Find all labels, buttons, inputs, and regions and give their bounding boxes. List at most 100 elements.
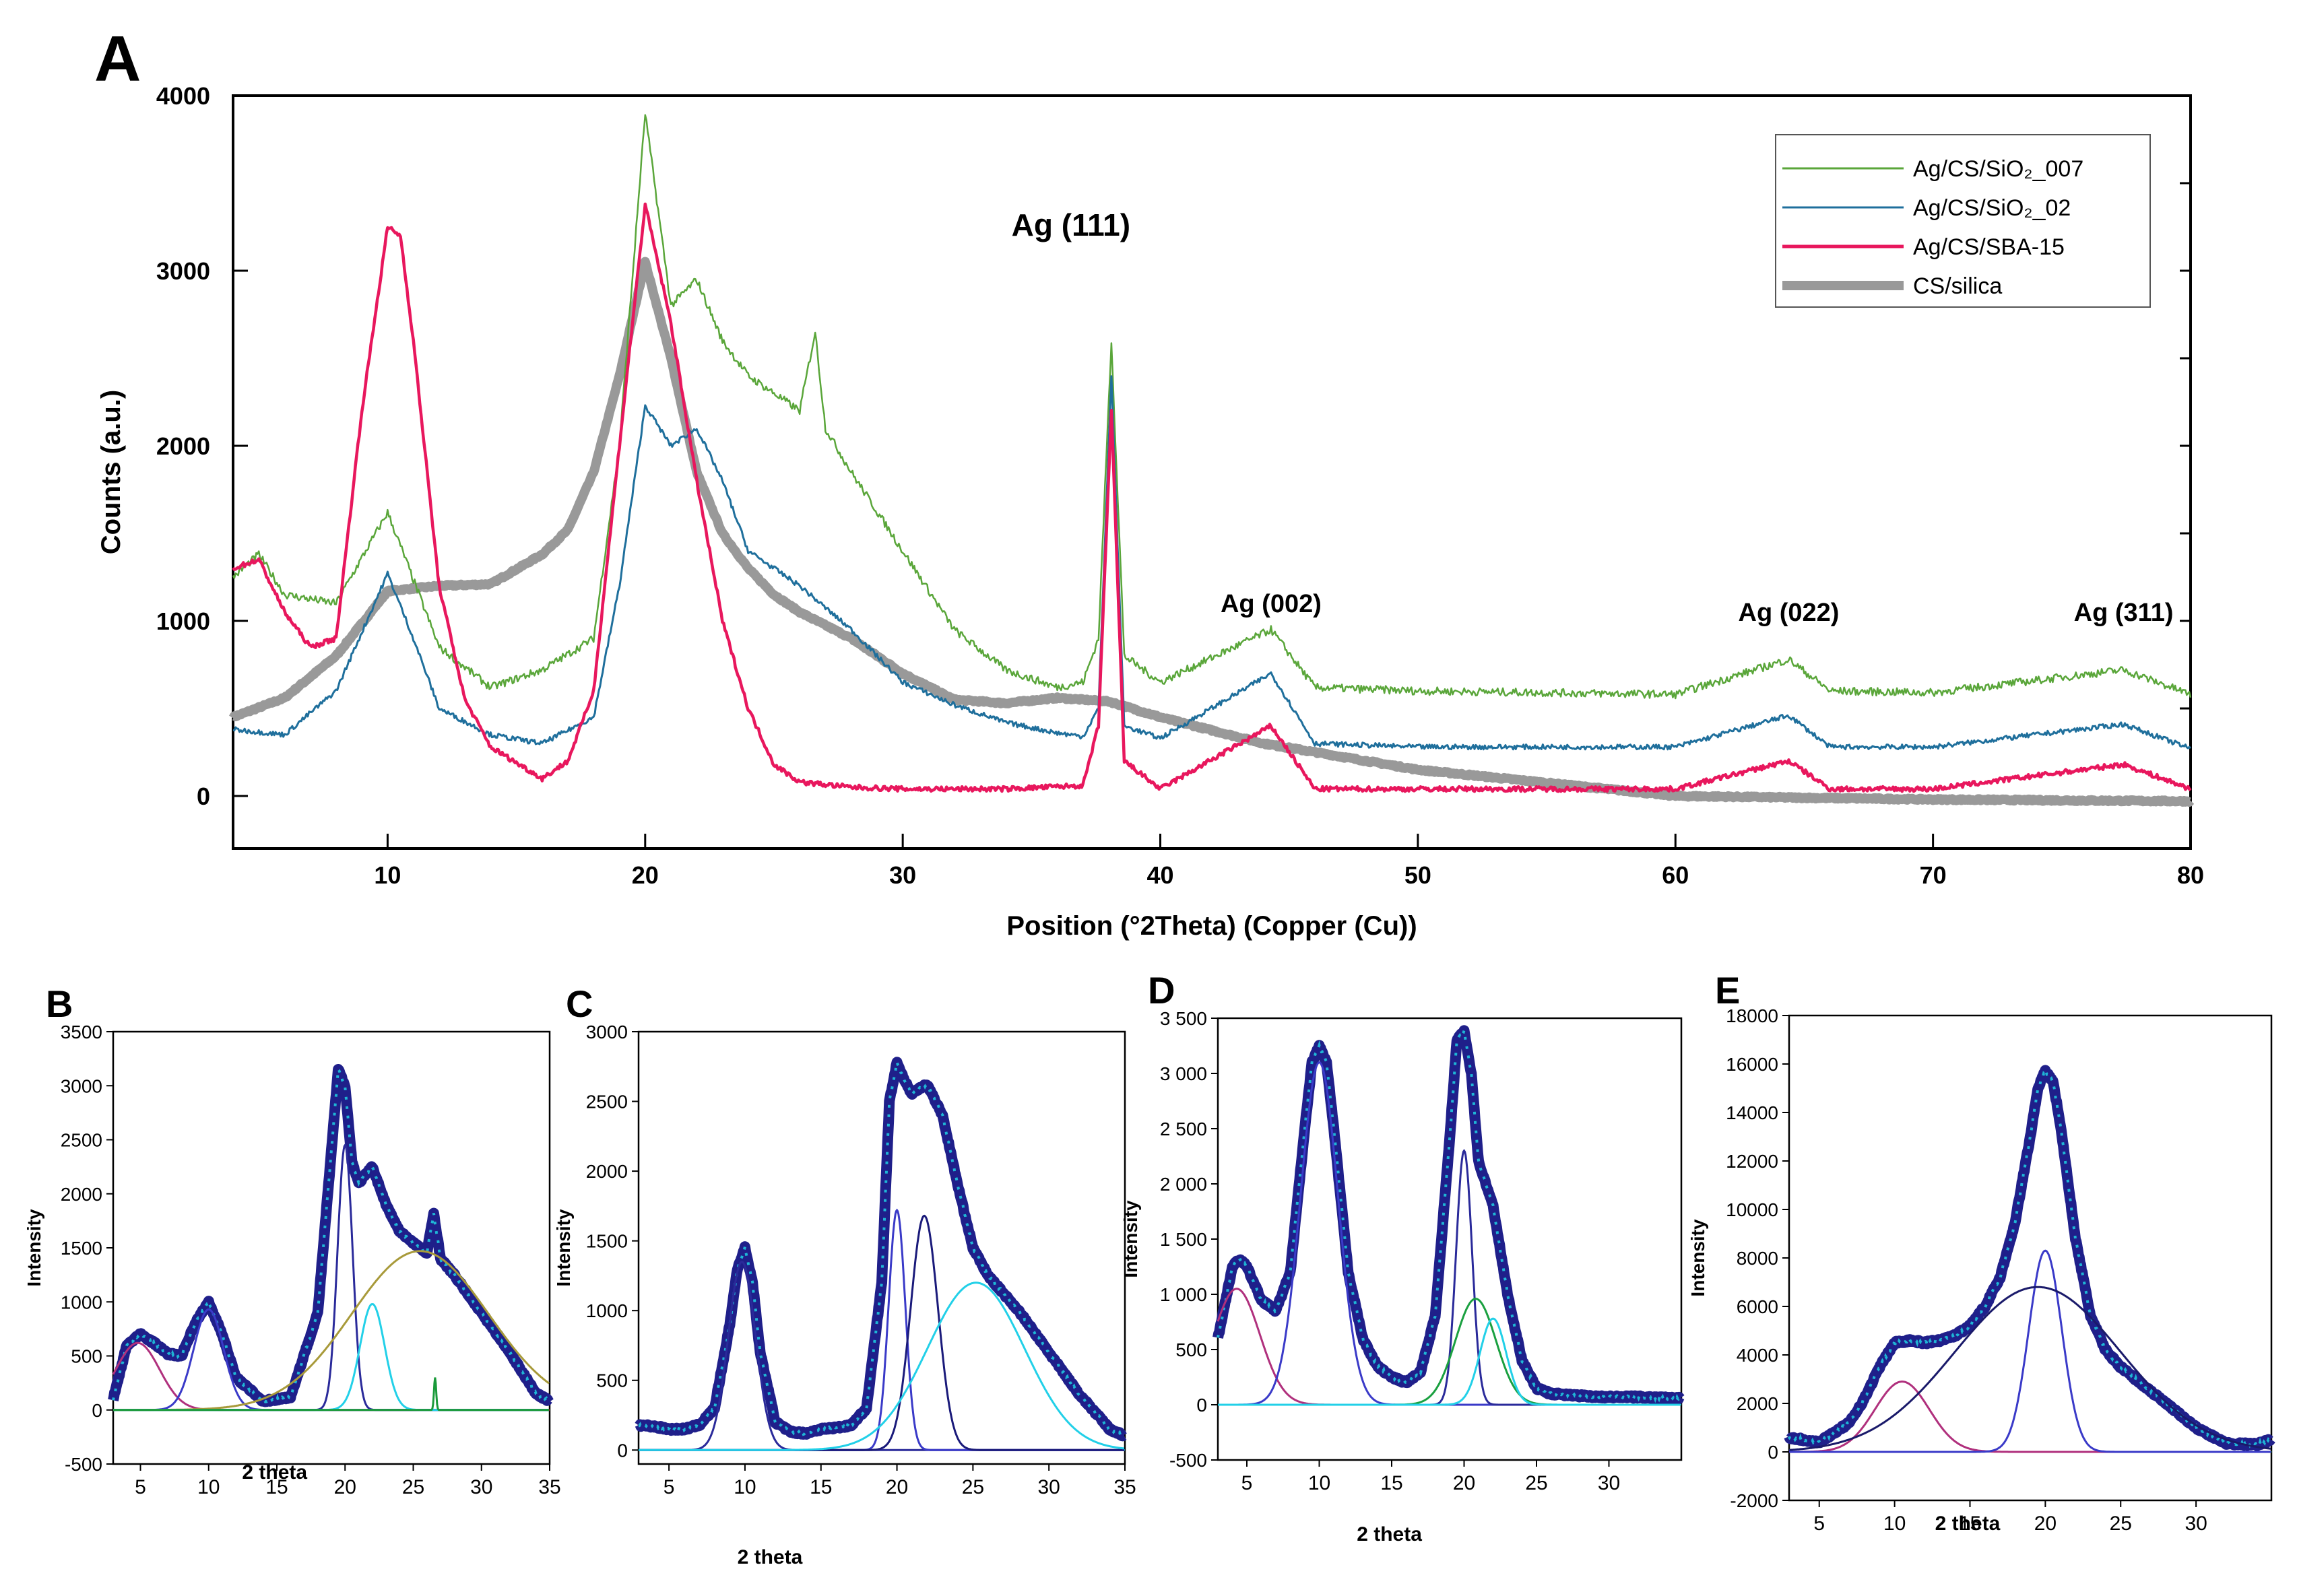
y-tick-label: 0: [92, 1400, 102, 1421]
y-tick-label: -500: [65, 1454, 102, 1475]
fit-component: [113, 1250, 550, 1411]
measured-pattern-highlight: [638, 1057, 1125, 1438]
panel-b-letter: B: [46, 983, 73, 1025]
x-tick-label: 25: [2110, 1512, 2132, 1535]
panel-a-x-tick-label: 20: [632, 861, 659, 889]
y-tick-label: 1500: [61, 1238, 102, 1259]
x-tick-label: 25: [402, 1476, 424, 1498]
y-tick-label: -2000: [1730, 1490, 1778, 1511]
x-tick-label: 5: [1813, 1512, 1825, 1535]
panel-frame: [637, 1030, 1126, 1465]
panel-a-series-line: [232, 202, 2192, 793]
panel-a-legend: Ag/CS/SiO₂_007 Ag/CS/SiO₂_02 Ag/CS/SBA-15 C…: [1775, 134, 2151, 308]
fit-component: [113, 1377, 549, 1411]
measured-pattern: [1784, 1065, 2275, 1451]
x-axis-label: 2 theta: [242, 1461, 307, 1484]
y-tick-label: 0: [1196, 1395, 1207, 1416]
y-tick-label: 1 000: [1160, 1284, 1207, 1305]
panel-e: E 5 10 15 20 25 30 -2000 0 2000 4000 6000 8000 10000…: [1687, 969, 2275, 1535]
fit-component: [639, 1282, 1125, 1451]
panel-a-x-tick-label: 50: [1404, 861, 1431, 889]
x-tick-label: 20: [886, 1476, 908, 1498]
legend-box: [1775, 134, 2151, 308]
x-tick-label: 30: [470, 1476, 492, 1498]
x-tick-label: 5: [1241, 1472, 1253, 1494]
x-tick-label: 30: [1598, 1472, 1620, 1494]
y-tick-label: 0: [617, 1440, 628, 1461]
panel-c-letter: C: [566, 983, 593, 1025]
x-tick-label: 20: [1453, 1472, 1475, 1494]
x-axis-label: 2 theta: [738, 1546, 803, 1568]
y-tick-label: 3 500: [1160, 1008, 1207, 1029]
panel-a-x-tick-label: 40: [1147, 861, 1174, 889]
panel-a-y-axis-label: Counts (a.u.): [96, 390, 126, 554]
panel-a: A 10 20 30 40 50 60 70 80 0 1000 2000 3000 4000 Ag (…: [94, 23, 2204, 941]
x-tick-label: 35: [1113, 1476, 1136, 1498]
x-tick-label: 25: [1525, 1472, 1547, 1494]
x-tick-label: 10: [734, 1476, 756, 1498]
panel-a-x-tick-label: 60: [1662, 861, 1689, 889]
x-tick-label: 15: [810, 1476, 832, 1498]
x-tick-label: 15: [265, 1476, 288, 1498]
panel-d-letter: D: [1148, 969, 1175, 1011]
measured-pattern: [634, 1057, 1129, 1442]
y-tick-label: 2500: [586, 1092, 628, 1112]
x-tick-label: 20: [2034, 1512, 2057, 1535]
panel-e-letter: E: [1715, 969, 1740, 1011]
y-tick-label: 2000: [586, 1161, 628, 1182]
panel-a-peak-annotation: Ag (311): [2074, 599, 2174, 627]
y-tick-label: 3000: [61, 1075, 102, 1096]
panel-a-peak-annotation: Ag (002): [1221, 590, 1322, 618]
measured-pattern-highlight: [1217, 1030, 1681, 1404]
panel-a-peak-annotation: Ag (111): [1012, 207, 1130, 242]
y-tick-label: 1 500: [1160, 1229, 1207, 1250]
y-tick-label: 0: [1768, 1442, 1778, 1463]
fit-component: [1217, 1288, 1681, 1406]
x-tick-label: 15: [1380, 1472, 1402, 1494]
y-axis-label: Intensity: [24, 1209, 44, 1287]
y-tick-label: 500: [1175, 1339, 1207, 1360]
y-tick-label: 8000: [1737, 1248, 1778, 1269]
y-tick-label: 1000: [586, 1300, 628, 1321]
measured-pattern-highlight: [1788, 1065, 2272, 1451]
x-tick-label: 15: [1959, 1512, 1981, 1535]
fit-component: [1218, 1317, 1681, 1406]
x-tick-label: 10: [197, 1476, 220, 1498]
panel-a-series-line: [232, 375, 2192, 751]
legend-label: Ag/CS/SiO₂_007: [1913, 156, 2083, 182]
panel-a-x-axis-label: Position (°2Theta) (Copper (Cu)): [1006, 911, 1417, 941]
x-tick-label: 30: [2185, 1512, 2207, 1535]
panel-a-series-line: [229, 257, 2195, 807]
y-tick-label: 1500: [586, 1231, 628, 1252]
panel-a-x-tick-label: 30: [889, 861, 916, 889]
panel-a-y-tick-label: 1000: [156, 607, 210, 635]
panel-a-y-tick-label: 2000: [156, 432, 210, 460]
y-tick-label: 18000: [1726, 1005, 1778, 1026]
y-tick-label: 500: [71, 1346, 102, 1367]
y-tick-label: 4000: [1737, 1345, 1778, 1366]
y-tick-label: 3 000: [1160, 1063, 1207, 1084]
panel-b: B 5 10 15 20 25 30 35 -500 0 500 1000 1500 2000 2500 3…: [24, 983, 561, 1498]
panel-a-x-tick-label: 80: [2177, 861, 2204, 889]
legend-label: Ag/CS/SBA-15: [1913, 234, 2065, 260]
measured-pattern: [108, 1064, 554, 1407]
fit-component: [1789, 1249, 2271, 1453]
y-tick-label: 3000: [586, 1022, 628, 1042]
y-axis-label: Intensity: [1120, 1200, 1141, 1278]
y-tick-label: 3500: [61, 1022, 102, 1042]
panel-a-x-tick-label: 70: [1920, 861, 1947, 889]
x-tick-label: 30: [1038, 1476, 1060, 1498]
y-tick-label: 2000: [61, 1184, 102, 1205]
y-tick-label: 2500: [61, 1130, 102, 1151]
y-tick-label: 12000: [1726, 1151, 1778, 1172]
panel-a-x-tick-label: 10: [374, 861, 401, 889]
panel-a-frame: [232, 94, 2192, 850]
x-tick-label: 35: [538, 1476, 560, 1498]
y-tick-label: 2 000: [1160, 1174, 1207, 1195]
fit-component: [1788, 1286, 2271, 1451]
panel-a-y-tick-label: 4000: [156, 82, 210, 110]
y-tick-label: 16000: [1726, 1054, 1778, 1075]
panel-a-y-tick-label: 3000: [156, 257, 210, 285]
y-tick-label: 6000: [1737, 1296, 1778, 1317]
